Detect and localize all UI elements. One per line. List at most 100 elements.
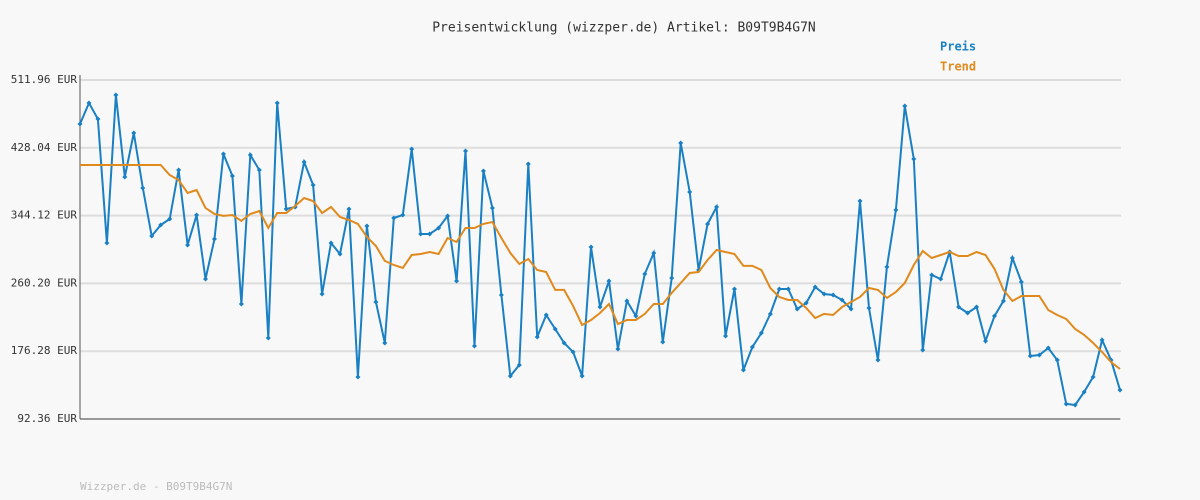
point <box>436 225 442 231</box>
footer: Wizzper.de - B09T9B4G7N <box>80 480 232 493</box>
point <box>480 168 486 174</box>
point <box>866 305 872 311</box>
point <box>991 313 997 319</box>
point <box>122 174 128 180</box>
point <box>194 212 200 218</box>
point <box>283 206 289 212</box>
point <box>77 121 83 127</box>
legend-label: Trend <box>940 60 976 74</box>
point <box>211 236 217 242</box>
point <box>95 116 101 122</box>
point <box>489 205 495 211</box>
point <box>337 251 343 257</box>
point <box>911 156 917 162</box>
point <box>839 297 845 303</box>
point <box>660 339 666 345</box>
point <box>803 300 809 306</box>
y-tick-label: 344.12 EUR <box>11 209 78 222</box>
point <box>1045 345 1051 351</box>
point <box>1090 374 1096 380</box>
point <box>301 159 307 165</box>
point <box>1018 279 1024 285</box>
point <box>104 240 110 246</box>
point <box>812 284 818 290</box>
point <box>220 151 226 157</box>
point <box>310 182 316 188</box>
y-tick-label: 92.36 EUR <box>17 412 77 425</box>
point <box>265 335 271 341</box>
point <box>875 357 881 363</box>
point <box>364 223 370 229</box>
point <box>740 367 746 373</box>
point <box>400 212 406 218</box>
point <box>158 222 164 228</box>
point <box>579 373 585 379</box>
point <box>86 100 92 106</box>
point <box>507 373 513 379</box>
point <box>785 286 791 292</box>
point <box>965 310 971 316</box>
point <box>561 340 567 346</box>
point <box>983 338 989 344</box>
point <box>857 198 863 204</box>
point <box>346 206 352 212</box>
point <box>669 275 675 281</box>
line <box>80 164 1121 370</box>
point <box>1000 298 1006 304</box>
point <box>588 244 594 250</box>
point <box>328 240 334 246</box>
point <box>633 313 639 319</box>
point <box>1117 387 1123 393</box>
point <box>821 291 827 297</box>
point <box>749 344 755 350</box>
point <box>615 346 621 352</box>
y-tick-label: 511.96 EUR <box>11 73 78 86</box>
point <box>830 292 836 298</box>
point <box>758 330 764 336</box>
point <box>723 333 729 339</box>
point <box>445 213 451 219</box>
point <box>1081 389 1087 395</box>
point <box>714 204 720 210</box>
point <box>373 299 379 305</box>
point <box>570 349 576 355</box>
point <box>131 130 137 136</box>
point <box>642 271 648 277</box>
point <box>794 306 800 312</box>
point <box>203 276 209 282</box>
point <box>1054 357 1060 363</box>
y-tick-label: 176.28 EUR <box>11 344 78 357</box>
point <box>552 326 558 332</box>
point <box>391 215 397 221</box>
point <box>167 216 173 222</box>
point <box>1072 402 1078 408</box>
point <box>767 311 773 317</box>
point <box>893 207 899 213</box>
point <box>409 146 415 152</box>
point <box>140 185 146 191</box>
point <box>319 291 325 297</box>
point <box>1099 337 1105 343</box>
point <box>884 264 890 270</box>
point <box>256 167 262 173</box>
point <box>418 231 424 237</box>
point <box>687 189 693 195</box>
point <box>1027 353 1033 359</box>
point <box>229 173 235 179</box>
point <box>1063 401 1069 407</box>
point <box>543 312 549 318</box>
point <box>938 276 944 282</box>
point <box>525 161 531 167</box>
point <box>705 221 711 227</box>
point <box>113 92 119 98</box>
point <box>498 292 504 298</box>
point <box>651 250 657 256</box>
point <box>516 362 522 368</box>
point <box>185 242 191 248</box>
point <box>454 278 460 284</box>
point <box>974 304 980 310</box>
point <box>149 233 155 239</box>
point <box>247 152 253 158</box>
